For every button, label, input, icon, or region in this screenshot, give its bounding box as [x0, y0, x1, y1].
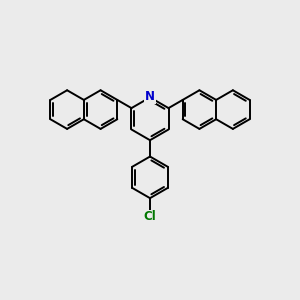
- Text: N: N: [145, 90, 155, 103]
- Text: Cl: Cl: [144, 210, 156, 224]
